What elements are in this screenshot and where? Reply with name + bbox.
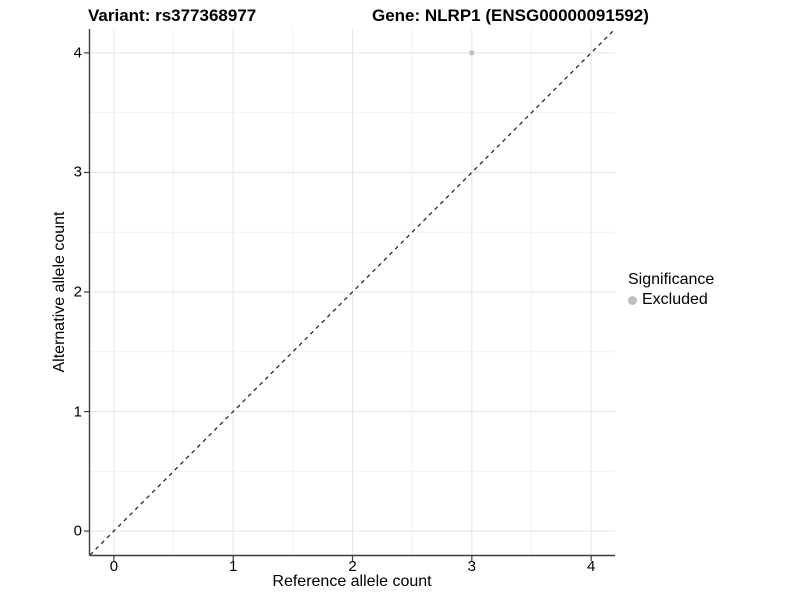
legend-entry-excluded: Excluded: [628, 291, 714, 309]
x-axis-title: Reference allele count: [272, 573, 432, 590]
y-tick-label: 1: [73, 403, 82, 421]
x-tick-label: 3: [467, 558, 476, 575]
x-tick-label: 4: [586, 558, 596, 575]
variant-title: Variant: rs377368977: [88, 6, 257, 25]
excluded-point-icon: [628, 295, 637, 305]
y-tick-label: 3: [73, 163, 82, 181]
gene-title: Gene: NLRP1 (ENSG00000091592): [372, 6, 649, 25]
legend-entry-label: Excluded: [642, 291, 708, 308]
x-tick-label: 2: [348, 558, 357, 575]
data-point-excluded: [469, 50, 475, 56]
y-tick-label: 0: [73, 522, 82, 540]
x-tick-label: 0: [109, 558, 119, 575]
legend: Significance Excluded: [628, 271, 714, 309]
y-axis-title: Alternative allele count: [51, 211, 68, 373]
y-tick-label: 4: [73, 44, 82, 62]
identity-reference-line: [89, 28, 616, 556]
legend-title: Significance: [628, 271, 715, 288]
x-tick-label: 1: [229, 558, 238, 575]
y-tick-label: 2: [73, 283, 82, 301]
